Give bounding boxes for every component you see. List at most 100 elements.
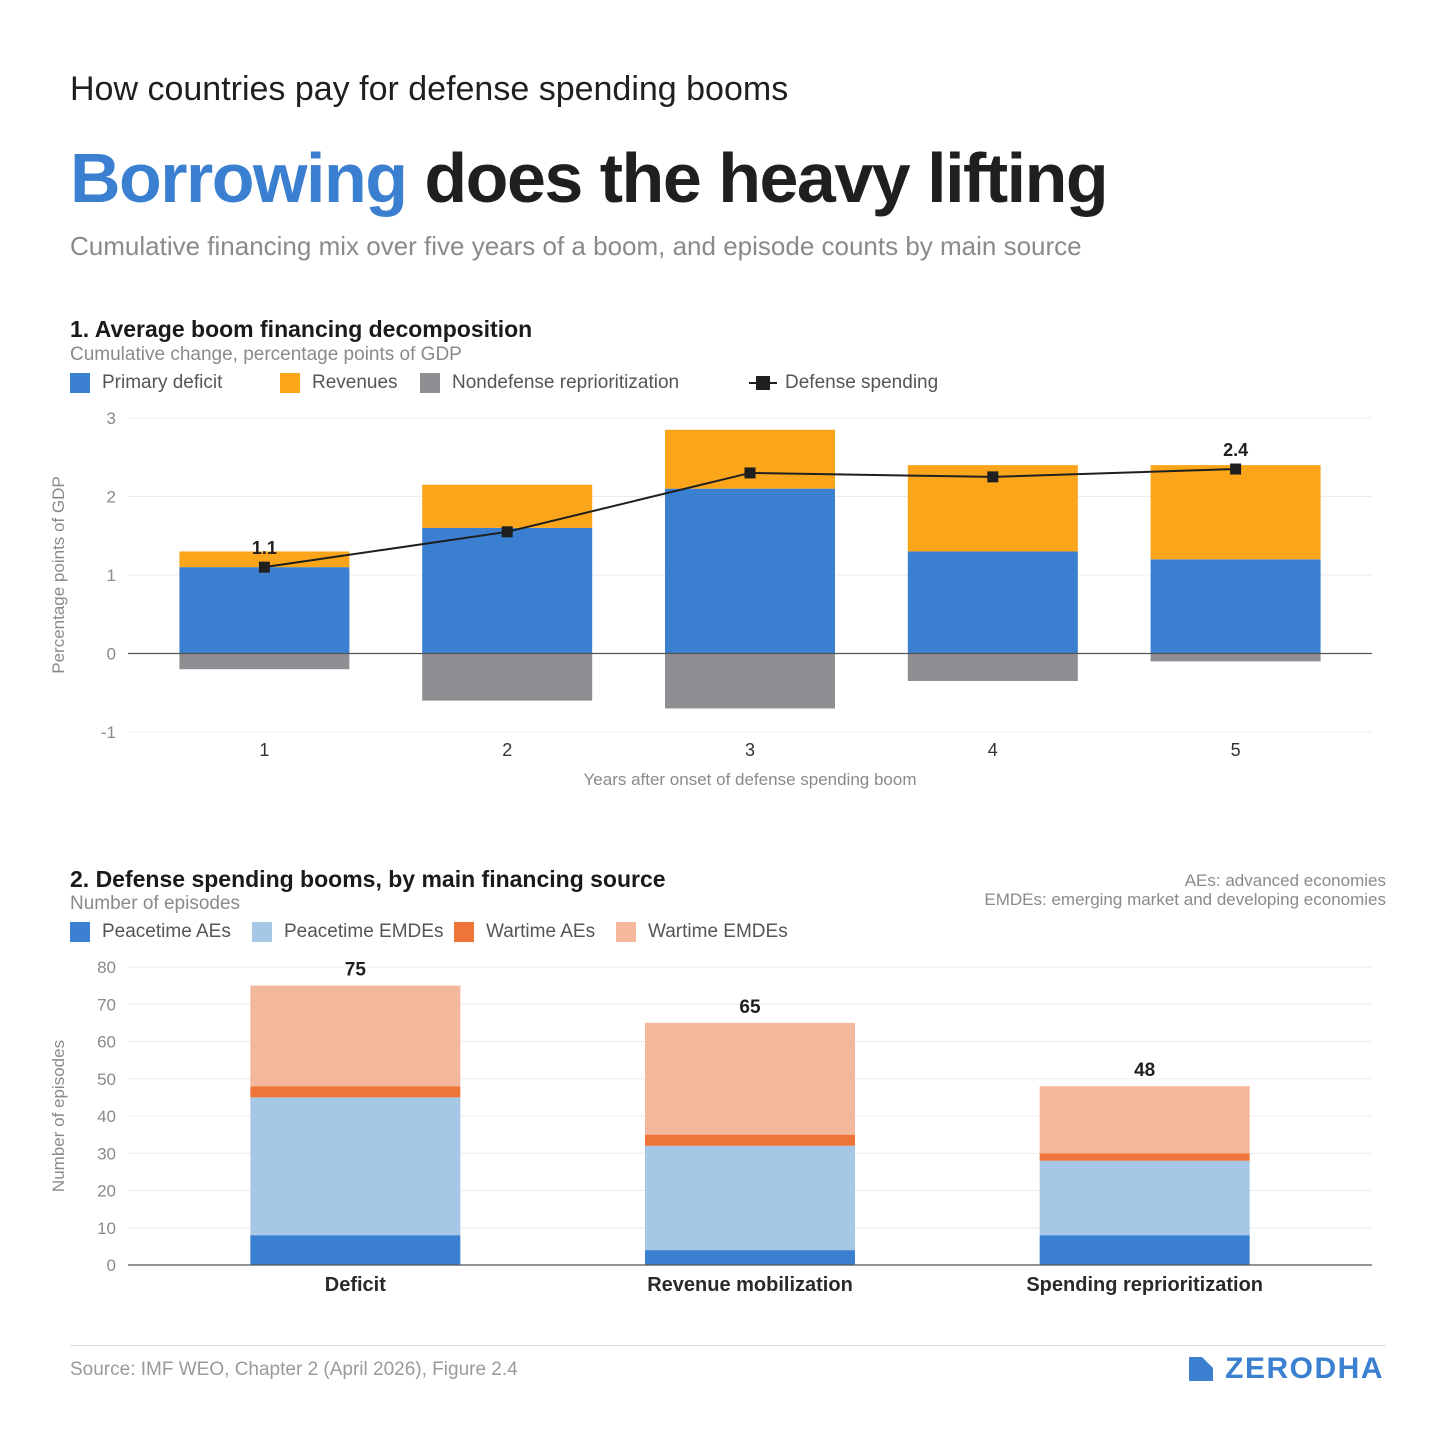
bar-wartime-aes-spending-reprioritization <box>1039 1153 1250 1161</box>
x-tick-label: 2 <box>502 740 512 760</box>
legend-swatch-revenues <box>280 373 300 393</box>
x-tick-label: 4 <box>988 740 998 760</box>
bar-peacetime-aes-deficit <box>250 1235 461 1265</box>
legend-label: Wartime AEs <box>486 921 596 942</box>
x-tick-label: Revenue mobilization <box>647 1274 853 1296</box>
bar-revenues-1 <box>179 551 350 568</box>
legend-label: Nondefense reprioritization <box>452 372 680 393</box>
bar-nondefense-reprioritization-5 <box>1150 653 1321 662</box>
bar-peacetime-emdes-deficit <box>250 1097 461 1236</box>
legend-swatch-peacetime-emdes <box>252 922 272 942</box>
chart1-title: 1. Average boom financing decomposition <box>70 316 533 342</box>
y-tick-label: 50 <box>97 1070 116 1089</box>
bar-peacetime-emdes-spending-reprioritization <box>1039 1160 1250 1236</box>
chart1-subtitle: Cumulative change, percentage points of … <box>70 344 462 365</box>
y-tick-label: 30 <box>97 1144 116 1163</box>
total-label: 75 <box>345 960 367 981</box>
legend-swatch-defense-line <box>749 376 777 390</box>
defense-spending-point <box>744 467 756 479</box>
footer-divider <box>70 1345 1386 1346</box>
y-tick-label: -1 <box>101 723 116 742</box>
defense-spending-point <box>1230 463 1242 475</box>
y-tick-label: 10 <box>97 1219 116 1238</box>
y-tick-label: 0 <box>107 645 116 664</box>
y-tick-label: 70 <box>97 995 116 1014</box>
legend-item-primary-deficit: Primary deficit <box>70 372 280 394</box>
bar-wartime-emdes-spending-reprioritization <box>1039 1086 1250 1154</box>
chart1-legend: Primary deficit Revenues Nondefense repr… <box>70 372 938 394</box>
headline-highlight: Borrowing <box>70 139 408 217</box>
bar-revenues-3 <box>665 429 835 489</box>
legend-label: Defense spending <box>785 372 939 393</box>
chart2-subtitle: Number of episodes <box>70 893 241 914</box>
legend-swatch-nondefense <box>420 373 440 393</box>
brand-name: ZERODHA <box>1225 1352 1384 1385</box>
x-axis-title: Years after onset of defense spending bo… <box>584 770 917 789</box>
bar-wartime-emdes-deficit <box>250 985 461 1087</box>
defense-spending-point <box>987 471 999 483</box>
chart2-title: 2. Defense spending booms, by main finan… <box>70 866 666 892</box>
defense-spending-point <box>258 561 270 573</box>
legend-swatch-peacetime-aes <box>70 922 90 942</box>
total-label: 48 <box>1134 1060 1155 1081</box>
legend-item-revenues: Revenues <box>280 372 420 394</box>
y-tick-label: 60 <box>97 1033 116 1052</box>
bar-primary-deficit-5 <box>1150 559 1321 654</box>
legend-label: Revenues <box>312 372 398 393</box>
y-tick-label: 1 <box>107 566 116 585</box>
y-tick-label: 2 <box>107 488 116 507</box>
legend-item-wartime-aes: Wartime AEs <box>454 921 616 943</box>
chart2-legend: Peacetime AEs Peacetime EMDEs Wartime AE… <box>70 921 788 943</box>
legend-label: Wartime EMDEs <box>648 921 788 942</box>
kicker: How countries pay for defense spending b… <box>70 70 789 108</box>
legend-label: Primary deficit <box>102 372 223 393</box>
legend-item-defense-spending: Defense spending <box>749 372 938 394</box>
chart1-svg: 3 2 1 0 -1 1 2 3 4 5 1.1 2.4 Years after onset of de… <box>49 409 1372 789</box>
bar-primary-deficit-2 <box>422 527 593 654</box>
total-label: 65 <box>739 997 761 1018</box>
bar-peacetime-emdes-revenue-mobilization <box>645 1145 855 1251</box>
defense-value-label: 1.1 <box>252 538 277 558</box>
headline: Borrowing does the heavy lifting <box>70 138 1109 218</box>
bar-revenues-5 <box>1150 465 1321 560</box>
defense-spending-point <box>501 526 513 538</box>
legend-swatch-primary-deficit <box>70 373 90 393</box>
bar-nondefense-reprioritization-2 <box>422 653 593 701</box>
legend-item-wartime-emdes: Wartime EMDEs <box>616 921 788 943</box>
x-tick-label: Deficit <box>325 1274 386 1296</box>
y-tick-label: 0 <box>107 1256 116 1275</box>
headline-rest: does the heavy lifting <box>424 139 1108 217</box>
source-note: Source: IMF WEO, Chapter 2 (April 2026),… <box>70 1359 518 1380</box>
brand-logo: ZERODHA <box>1189 1352 1384 1386</box>
legend-item-peacetime-emdes: Peacetime EMDEs <box>252 921 454 943</box>
bar-peacetime-aes-revenue-mobilization <box>645 1250 855 1265</box>
bar-wartime-aes-deficit <box>250 1086 461 1098</box>
x-tick-label: 5 <box>1231 740 1241 760</box>
legend-label: Peacetime EMDEs <box>284 921 444 942</box>
bar-revenues-2 <box>422 484 593 528</box>
y-tick-label: 20 <box>97 1182 116 1201</box>
dek: Cumulative financing mix over five years… <box>70 231 1082 261</box>
chart2-svg: 80 70 60 50 40 30 20 10 0 75 Deficit 65 Revenue mobi… <box>49 958 1372 1296</box>
bar-primary-deficit-3 <box>665 488 835 654</box>
legend-swatch-wartime-emdes <box>616 922 636 942</box>
bar-primary-deficit-1 <box>179 567 350 654</box>
bar-nondefense-reprioritization-1 <box>179 653 350 670</box>
legend-swatch-wartime-aes <box>454 922 474 942</box>
x-tick-label: 3 <box>745 740 755 760</box>
chart2-note-emdes: EMDEs: emerging market and developing ec… <box>984 890 1386 909</box>
y-tick-label: 3 <box>107 409 116 428</box>
x-tick-label: Spending reprioritization <box>1026 1274 1263 1296</box>
bar-peacetime-aes-spending-reprioritization <box>1039 1235 1250 1265</box>
bar-primary-deficit-4 <box>907 551 1078 654</box>
chart2-note-aes: AEs: advanced economies <box>1184 871 1386 890</box>
y-axis-title: Percentage points of GDP <box>49 476 68 674</box>
legend-label: Peacetime AEs <box>102 921 231 942</box>
y-axis-title: Number of episodes <box>49 1040 68 1192</box>
bar-nondefense-reprioritization-4 <box>907 653 1078 681</box>
y-tick-label: 80 <box>97 958 116 977</box>
zerodha-logo-icon <box>1189 1357 1214 1381</box>
bar-wartime-emdes-revenue-mobilization <box>645 1022 855 1135</box>
x-tick-label: 1 <box>259 740 269 760</box>
legend-item-peacetime-aes: Peacetime AEs <box>70 921 252 943</box>
